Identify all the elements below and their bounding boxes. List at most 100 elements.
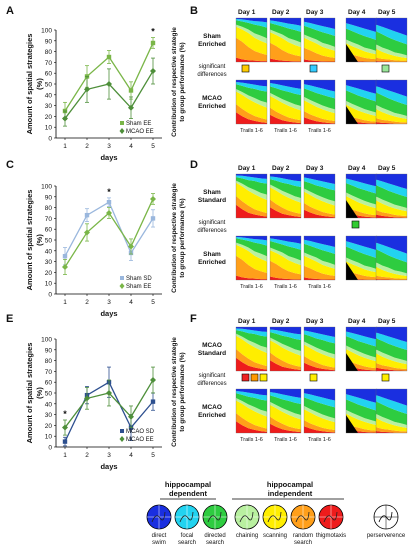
strategy-area-focal-search: [270, 392, 301, 405]
y-tick-label: 40: [45, 401, 53, 408]
sig-label: significant: [199, 64, 226, 70]
data-point: [84, 395, 90, 402]
strategy-area-focal-search: [346, 23, 377, 41]
strategy-area-thigmotaxis: [304, 209, 335, 218]
row-label: Sham: [203, 189, 221, 196]
significance-star: *: [107, 187, 111, 197]
y-tick-label: 20: [45, 423, 53, 430]
strategy-area-scanning: [376, 48, 407, 61]
strategy-area-direct-swim: [236, 174, 267, 179]
strategy-area-direct-swim: [346, 174, 377, 187]
sig-label: significant: [199, 220, 226, 226]
day-label: Day 4: [348, 318, 366, 325]
strategy-area-thigmotaxis: [236, 421, 267, 433]
sig-label: differences: [197, 72, 226, 78]
y-tick-label: 0: [48, 445, 52, 452]
strategy-area-random-search: [270, 416, 301, 433]
strategy-area-direct-swim: [236, 389, 267, 396]
legend-item-label: focal: [181, 533, 194, 539]
significance-star: *: [151, 27, 155, 37]
day-label: Day 2: [272, 9, 290, 16]
strategy-area-chaining: [346, 409, 377, 426]
trails-label: Trails 1-6: [240, 128, 263, 134]
strategy-area-scanning: [346, 196, 377, 216]
strategy-area-direct-swim: [376, 327, 407, 343]
strategy-area-random-search: [304, 111, 335, 124]
strategy-area-directed-search: [304, 88, 335, 110]
strategy-area-direct-swim: [376, 389, 407, 406]
row-label: Enriched: [198, 103, 226, 110]
strategy-area-scanning: [236, 335, 267, 367]
sig-marker: [259, 373, 268, 382]
trails-label: Trails 1-6: [308, 284, 331, 290]
row-label: Standard: [198, 350, 226, 357]
strategy-area-random-search: [304, 420, 335, 433]
strategy-area-scanning: [376, 266, 407, 279]
strategy-area-random-search: [376, 427, 407, 433]
day-label: Day 5: [378, 318, 396, 325]
day-label: Day 2: [272, 165, 290, 172]
data-point: [106, 390, 112, 396]
day-frame: [303, 173, 336, 219]
strategy-area-directed-search: [236, 330, 267, 348]
strategy-area-scanning: [236, 91, 267, 120]
legend-item-label: chaining: [236, 533, 258, 539]
x-tick-label: 1: [63, 452, 67, 459]
y-tick-label: 90: [45, 194, 53, 201]
x-tick-label: 2: [85, 299, 89, 306]
y-tick-label: 30: [45, 103, 53, 110]
y-tick-label: 60: [45, 380, 53, 387]
x-tick-label: 1: [63, 143, 67, 150]
day-label: Day 3: [306, 9, 324, 16]
legend-item-label: perserverence: [367, 533, 406, 539]
y-tick-label: 70: [45, 216, 53, 223]
data-point: [106, 81, 112, 87]
strategy-area-thigmotaxis: [304, 426, 335, 433]
strategy-area-scanning: [346, 349, 377, 369]
strategy-area-scanning: [304, 255, 335, 276]
strategy-area-scanning: [376, 200, 407, 216]
strategy-area-chaining: [376, 196, 407, 212]
day-frame: [269, 388, 302, 434]
strategy-area-scanning: [270, 404, 301, 430]
strategy-area-direct-swim: [270, 389, 301, 398]
strategy-area-chaining: [376, 349, 407, 365]
strategy-area-direct-swim: [270, 174, 301, 182]
x-tick-label: 4: [129, 143, 133, 150]
strategy-area-perseverance: [346, 44, 358, 62]
day-label: Day 1: [238, 318, 256, 325]
strategy-area-random-search: [236, 196, 267, 217]
row-label: Standard: [198, 197, 226, 204]
strategy-area-scanning: [346, 261, 377, 278]
strategy-area-chaining: [304, 96, 335, 114]
strategy-y-label: Contribution of respective strategie: [171, 27, 178, 137]
strategy-area-direct-swim: [304, 389, 335, 401]
day-frame: [375, 388, 408, 434]
line-chart-C: 0 10 20 30 40 50 60 70 80 90 100 1 2 3 4 5 days Amount of…: [25, 184, 162, 318]
legend-icon-path: [295, 511, 310, 523]
day-frame: [269, 173, 302, 219]
panel-letter-D: D: [190, 159, 198, 171]
row-label: Enriched: [198, 259, 226, 266]
y-tick-label: 70: [45, 60, 53, 67]
data-point: [84, 212, 90, 218]
y-axis-label-unit: (%): [35, 387, 44, 399]
strategy-area-thigmotaxis: [236, 275, 267, 280]
row-label: MCAO: [202, 404, 222, 411]
strategy-area-directed-search: [304, 181, 335, 202]
strategy-area-directed-search: [304, 25, 335, 47]
strategy-area-thigmotaxis: [236, 204, 267, 218]
trails-label: Trails 1-6: [274, 128, 297, 134]
day-label: Day 2: [272, 318, 290, 325]
strategy-area-thigmotaxis: [270, 423, 301, 433]
strategy-area-random-search: [376, 363, 407, 371]
strategy-area-directed-search: [376, 31, 407, 56]
strategy-area-direct-swim: [236, 327, 267, 332]
day-label: Day 4: [348, 165, 366, 172]
strategy-area-random-search: [236, 37, 267, 62]
strategy-area-focal-search: [376, 332, 407, 351]
trails-label: Trails 1-6: [274, 437, 297, 443]
sig-marker: [381, 373, 390, 382]
y-tick-label: 80: [45, 358, 53, 365]
data-point: [106, 200, 112, 205]
